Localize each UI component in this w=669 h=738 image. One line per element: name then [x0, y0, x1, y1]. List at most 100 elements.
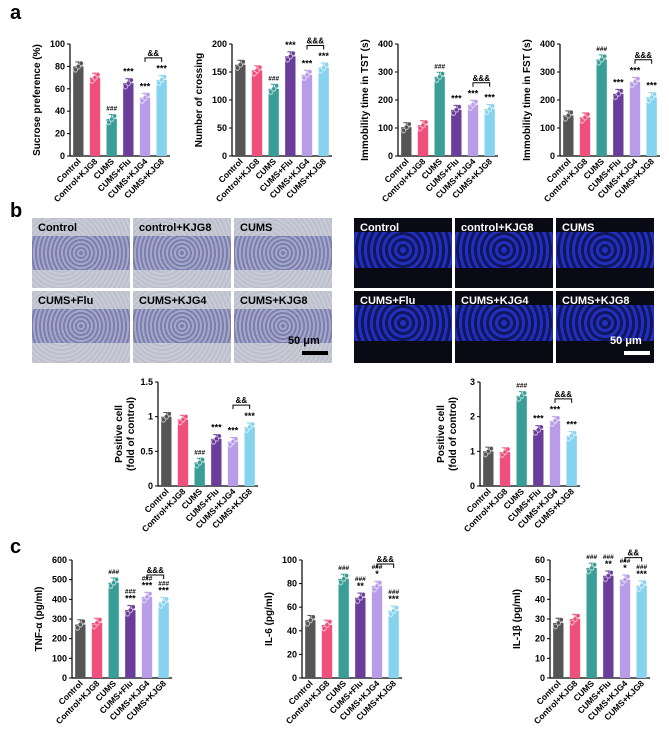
- data-point: [108, 583, 114, 589]
- data-point: [111, 580, 116, 585]
- panel-label-b: b: [10, 200, 23, 222]
- data-point: [180, 417, 186, 422]
- data-point: [589, 565, 594, 571]
- bar: [516, 395, 527, 486]
- data-point: [76, 64, 81, 69]
- data-point: [95, 72, 101, 77]
- y-tick-label: 30: [535, 614, 545, 624]
- panel-label-a: a: [10, 2, 22, 24]
- y-tick-label: 20: [535, 634, 545, 644]
- data-point: [158, 603, 164, 608]
- data-point: [247, 424, 252, 430]
- bar: [569, 619, 581, 678]
- y-tick-label: 20: [287, 649, 297, 659]
- nissl-label: CUMS+KJG8: [240, 295, 308, 307]
- y-tick-label: 100: [540, 123, 555, 133]
- y-tick-label: 50: [217, 123, 227, 133]
- data-point: [586, 568, 592, 574]
- y-tick-label: 500: [52, 575, 67, 585]
- data-point: [596, 60, 602, 65]
- data-point: [142, 95, 148, 101]
- significance-label: ###: [596, 46, 607, 53]
- significance-label: ***: [244, 411, 255, 421]
- data-point: [301, 75, 307, 81]
- comparison-bracket: [146, 574, 165, 579]
- data-point: [566, 436, 572, 441]
- data-point: [470, 102, 476, 108]
- data-point: [625, 574, 631, 579]
- nissl-label: CUMS+Flu: [38, 295, 94, 307]
- significance-label: ***: [636, 569, 647, 579]
- nissl-image-1: Control: [32, 218, 130, 288]
- data-point: [216, 433, 222, 439]
- y-axis-label: IL-1β (pg/ml): [512, 589, 523, 649]
- data-point: [251, 71, 257, 76]
- comparison-bracket: [232, 404, 251, 410]
- bar: [268, 88, 279, 156]
- data-point: [197, 460, 202, 465]
- y-tick-label: 150: [212, 67, 227, 77]
- fluor-label: CUMS+KJG8: [562, 295, 630, 307]
- data-point: [483, 451, 488, 457]
- bar: [244, 427, 255, 486]
- y-tick-label: 0: [148, 481, 153, 491]
- nissl-label: CUMS+KJG4: [139, 295, 207, 307]
- data-point: [91, 623, 97, 629]
- data-point: [305, 621, 310, 626]
- bar: [89, 77, 101, 156]
- data-point: [164, 596, 169, 602]
- data-point: [290, 50, 296, 56]
- comparison-label: &&&: [377, 555, 395, 564]
- data-point: [652, 91, 657, 97]
- data-point: [211, 439, 216, 445]
- data-point: [374, 583, 380, 589]
- data-point: [642, 579, 647, 585]
- data-point: [164, 414, 169, 419]
- bar: [586, 567, 597, 678]
- data-point: [233, 436, 239, 442]
- comparison-bracket: [554, 398, 573, 403]
- y-tick-label: 20: [55, 129, 65, 139]
- data-point: [358, 595, 363, 601]
- data-point: [569, 433, 574, 439]
- data-point: [423, 119, 429, 125]
- bar: [321, 624, 333, 678]
- data-point: [406, 121, 412, 127]
- fluor-label: CUMS: [562, 222, 595, 234]
- y-axis-label: Sucrose preference (%): [32, 44, 43, 156]
- data-point: [613, 94, 618, 100]
- significance-label: ***: [630, 65, 641, 75]
- data-point: [338, 579, 344, 585]
- significance-label: ###: [388, 589, 399, 596]
- comparison-label: &&: [628, 549, 640, 558]
- significance-label: ###: [268, 75, 279, 82]
- data-point: [324, 62, 329, 67]
- data-point: [602, 53, 607, 59]
- bar: [91, 622, 103, 678]
- data-point: [106, 119, 112, 125]
- bar: [533, 429, 544, 486]
- data-point: [139, 98, 145, 104]
- data-point: [490, 103, 495, 109]
- comparison-label: &&&: [307, 37, 325, 46]
- data-point: [355, 598, 360, 604]
- y-axis-label: (fold of control): [448, 397, 459, 471]
- data-point: [274, 83, 279, 88]
- scale-bar-label: 50 μm: [610, 335, 642, 347]
- data-point: [420, 122, 426, 128]
- data-point: [616, 91, 621, 97]
- data-point: [391, 608, 396, 614]
- data-point: [327, 619, 333, 624]
- data-point: [177, 420, 183, 425]
- bar: [194, 462, 205, 486]
- data-point: [646, 98, 652, 103]
- bar: [636, 585, 647, 678]
- y-tick-label: 1.5: [140, 377, 153, 387]
- fluor-label: Control: [360, 222, 400, 234]
- significance-label: ***: [211, 423, 222, 433]
- data-point: [536, 427, 541, 433]
- fluor-image-6: CUMS+KJG8 50 μm: [556, 291, 654, 363]
- y-tick-label: 200: [212, 39, 227, 49]
